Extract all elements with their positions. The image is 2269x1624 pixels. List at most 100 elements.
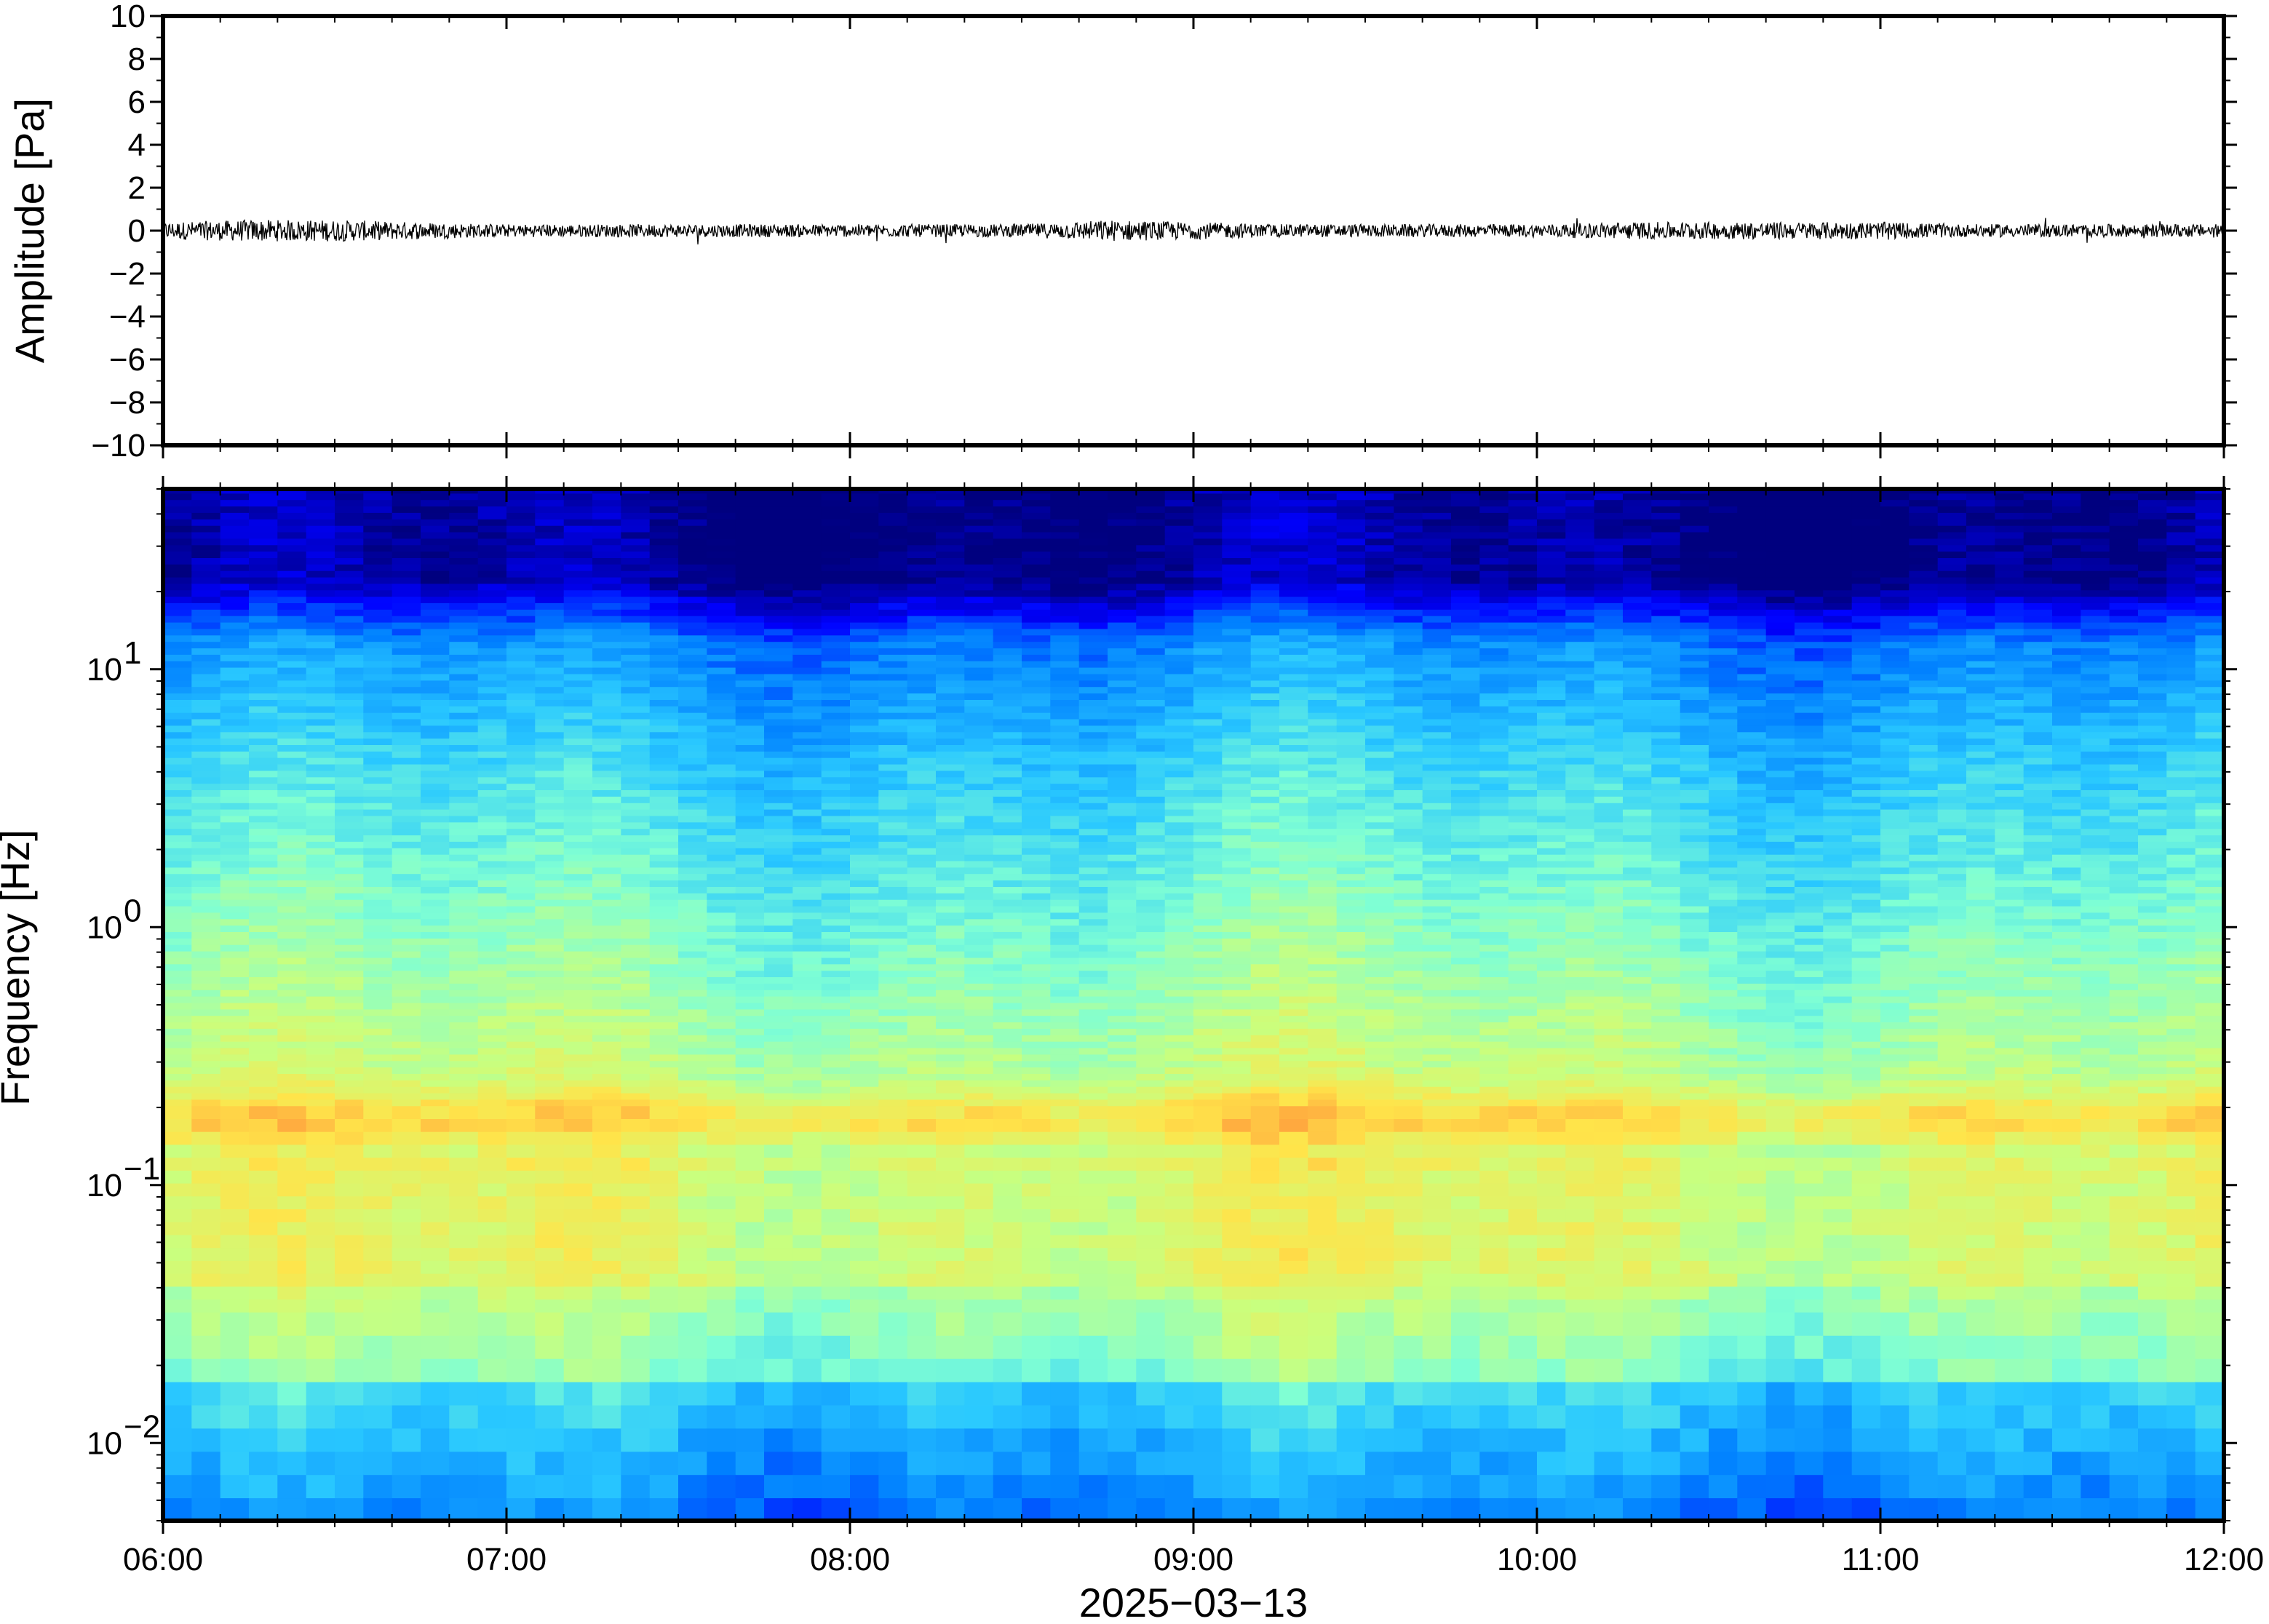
spectrogram-cell — [821, 744, 851, 752]
spectrogram-cell — [335, 1067, 365, 1074]
spectrogram-cell — [735, 970, 765, 977]
spectrogram-cell — [907, 615, 937, 623]
spectrogram-cell — [1050, 867, 1080, 875]
spectrogram-cell — [163, 802, 193, 810]
spectrogram-cell — [993, 847, 1022, 855]
spectrogram-cell — [764, 944, 794, 952]
spectrogram-cell — [936, 970, 966, 977]
spectrogram-cell — [335, 1144, 365, 1158]
spectrogram-cell — [1078, 982, 1108, 990]
spectrogram-cell — [563, 795, 593, 803]
spectrogram-cell — [1022, 653, 1052, 661]
spectrogram-cell — [1050, 1451, 1080, 1476]
spectrogram-cell — [1050, 518, 1080, 526]
spectrogram-cell — [1164, 673, 1194, 681]
spectrogram-cell — [392, 615, 421, 623]
spectrogram-cell — [964, 776, 994, 784]
spectrogram-cell — [936, 648, 966, 655]
spectrogram-cell — [1164, 912, 1194, 920]
spectrogram-cell — [1078, 538, 1108, 546]
spectrogram-cell — [1164, 634, 1194, 642]
spectrogram-cell — [1078, 776, 1108, 784]
spectrogram-cell — [277, 666, 307, 674]
spectrogram-cell — [163, 776, 193, 784]
spectrogram-cell — [535, 1311, 565, 1336]
spectrogram-cell — [1250, 1474, 1280, 1499]
spectrogram-cell — [1279, 499, 1309, 507]
spectrogram-cell — [1308, 821, 1338, 829]
spectrogram-cell — [1222, 808, 1252, 816]
spectrogram-cell — [735, 1040, 765, 1048]
spectrogram-cell — [735, 1092, 765, 1100]
spectrogram-cell — [535, 1358, 565, 1382]
spectrogram-cell — [506, 1334, 536, 1359]
spectrogram-cell — [936, 828, 966, 836]
spectrogram-cell — [421, 738, 450, 745]
spectrogram-cell — [993, 653, 1022, 661]
spectrogram-cell — [392, 641, 421, 649]
spectrogram-cell — [363, 576, 393, 584]
spectrogram-cell — [421, 1060, 450, 1068]
spectrogram-cell — [277, 634, 307, 642]
spectrogram-cell — [306, 712, 335, 720]
spectrogram-cell — [306, 557, 335, 565]
spectrogram-cell — [1164, 693, 1194, 700]
spectrogram-cell — [163, 1008, 193, 1016]
spectrogram-cell — [621, 1022, 651, 1029]
spectrogram-cell — [764, 789, 794, 797]
spectrogram-cell — [1022, 576, 1052, 584]
spectrogram-cell — [1050, 776, 1080, 784]
spectrogram-cell — [821, 970, 851, 977]
spectrogram-cell — [821, 653, 851, 661]
spectrogram-cell — [449, 686, 479, 694]
spectrogram-cell — [392, 944, 421, 952]
spectrogram-cell — [850, 608, 880, 616]
spectrogram-cell — [277, 750, 307, 758]
spectrogram-cell — [163, 1358, 193, 1382]
spectrogram-cell — [421, 686, 450, 694]
spectrogram-cell — [907, 1105, 937, 1119]
spectrogram-cell — [792, 499, 822, 507]
spectrogram-cell — [392, 705, 421, 713]
spectrogram-cell — [421, 1105, 450, 1119]
spectrogram-cell — [335, 1047, 365, 1055]
spectrogram-cell — [220, 718, 250, 726]
spectrogram-cell — [363, 1273, 393, 1287]
spectrogram-cell — [335, 680, 365, 688]
spectrogram-cell — [850, 944, 880, 952]
spectrogram-cell — [363, 1209, 393, 1222]
spectrogram-cell — [1136, 853, 1166, 861]
spectrogram-cell — [191, 531, 221, 539]
spectrogram-cell — [621, 1131, 651, 1145]
spectrogram-cell — [506, 608, 536, 616]
spectrogram-cell — [1022, 1157, 1052, 1171]
spectrogram-cell — [993, 995, 1022, 1003]
spectrogram-cell — [735, 853, 765, 861]
spectrogram-cell — [592, 1002, 622, 1010]
spectrogram-cell — [191, 1334, 221, 1359]
spectrogram-cell — [964, 1311, 994, 1336]
spectrogram-cell — [392, 570, 421, 578]
spectrogram-cell — [335, 1099, 365, 1107]
spectrogram-cell — [1164, 885, 1194, 893]
spectrogram-cell — [707, 795, 736, 803]
spectrogram-cell — [1193, 835, 1223, 842]
spectrogram-cell — [277, 1221, 307, 1235]
spectrogram-cell — [735, 544, 765, 552]
spectrogram-cell — [306, 783, 335, 790]
spectrogram-cell — [363, 563, 393, 571]
spectrogram-cell — [878, 1221, 908, 1235]
spectrogram-cell — [1193, 628, 1223, 636]
spectrogram-cell — [249, 641, 279, 649]
spectrogram-cell — [1050, 570, 1080, 578]
spectrogram-cell — [1250, 570, 1280, 578]
spectrogram-cell — [477, 1311, 507, 1336]
spectrogram-cell — [277, 937, 307, 945]
spectrogram-cell — [477, 693, 507, 700]
spectrogram-cell — [621, 1428, 651, 1452]
spectrogram-cell — [649, 602, 679, 610]
spectrogram-cell — [421, 783, 450, 790]
spectrogram-cell — [850, 1358, 880, 1382]
spectrogram-cell — [735, 1086, 765, 1094]
